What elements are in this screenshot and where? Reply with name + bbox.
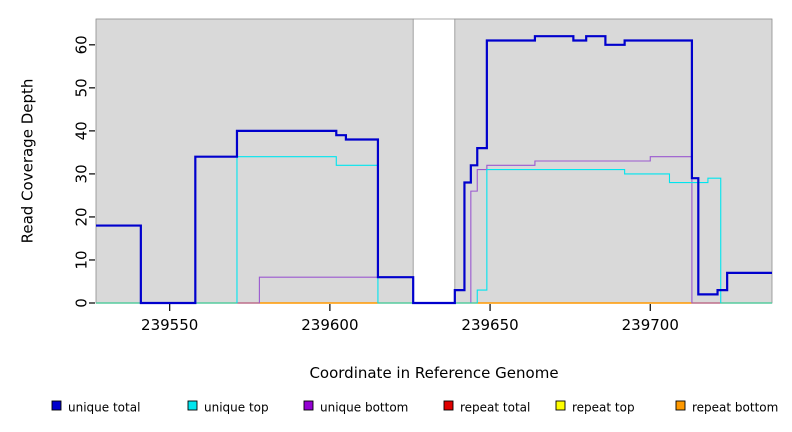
y-axis-title: Read Coverage Depth (19, 79, 37, 244)
legend-swatch-unique-total (51, 400, 62, 411)
chart-legend: unique total unique top unique bottom repea… (51, 400, 778, 415)
y-tick-label: 50 (73, 78, 91, 97)
legend-swatch-repeat-total (443, 400, 454, 411)
y-tick-label: 20 (73, 207, 91, 226)
series-line-unique-total (96, 35, 772, 305)
x-tick-label: 239700 (622, 316, 679, 334)
legend-label-repeat-total: repeat total (460, 401, 530, 415)
tick-label-layer: 0 10 20 30 40 50 60 239550 239600 239650 239700 (73, 35, 679, 334)
legend-label-unique-top: unique top (204, 401, 269, 415)
legend-swatch-repeat-bottom (675, 400, 686, 411)
legend-swatch-unique-bottom (303, 400, 314, 411)
legend-label-repeat-top: repeat top (572, 401, 635, 415)
legend-label-unique-total: unique total (68, 401, 140, 415)
y-tick-label: 10 (73, 250, 91, 269)
plot-background (95, 18, 773, 304)
y-tick-label: 60 (73, 35, 91, 54)
y-tick-label: 30 (73, 164, 91, 183)
plot-panel-left (95, 18, 414, 304)
y-tick-label: 40 (73, 121, 91, 140)
legend-label-repeat-bottom: repeat bottom (692, 401, 778, 415)
x-tick-label: 239650 (461, 316, 518, 334)
series-line-unique-top (96, 156, 772, 304)
axis-layer (89, 44, 651, 311)
x-tick-label: 239600 (301, 316, 358, 334)
legend-swatch-unique-top (187, 400, 198, 411)
x-tick-label: 239550 (141, 316, 198, 334)
y-tick-label: 0 (73, 298, 91, 308)
legend-swatch-repeat-top (555, 400, 566, 411)
data-series-layer (96, 35, 772, 305)
x-axis-title: Coordinate in Reference Genome (309, 364, 558, 382)
legend-label-unique-bottom: unique bottom (320, 401, 408, 415)
